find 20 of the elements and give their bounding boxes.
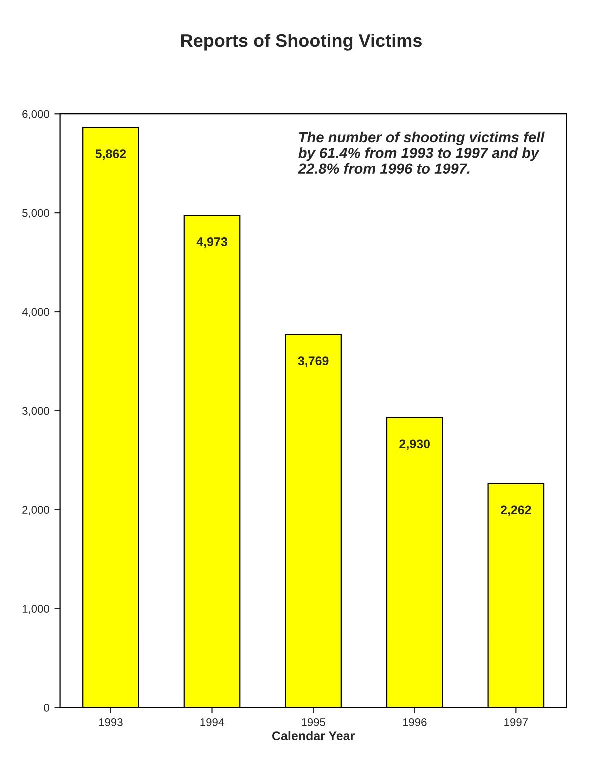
annotation: The number of shooting victims fell by 61.4% from 1993 to 1997 and by 22.8% from 1996 to 1997. xyxy=(298,132,545,174)
x-tick-label: 1996 xyxy=(403,718,427,726)
y-tick-label: 5,000 xyxy=(22,209,50,218)
y-tick-label: 3,000 xyxy=(22,407,50,416)
data-label: 2,930 xyxy=(400,440,430,450)
data-label: 5,862 xyxy=(96,150,126,160)
y-tick-label: 1,000 xyxy=(22,605,50,614)
chart-title: Reports of Shooting Victims xyxy=(181,34,422,51)
x-tick-label: 1993 xyxy=(99,718,123,726)
y-tick-label: 4,000 xyxy=(22,308,50,318)
x-tick-label: 1994 xyxy=(200,718,224,726)
y-tick-label: 2,000 xyxy=(22,506,50,516)
x-tick-label: 1995 xyxy=(302,718,326,726)
x-tick-label: 1997 xyxy=(504,718,528,726)
data-label: 3,769 xyxy=(298,356,329,368)
data-label: 2,262 xyxy=(500,506,532,516)
x-axis-title: Calendar Year xyxy=(272,731,355,741)
data-label: 4,973 xyxy=(196,238,228,248)
y-tick-label: 0 xyxy=(44,704,50,712)
y-tick-label: 6,000 xyxy=(22,110,50,120)
